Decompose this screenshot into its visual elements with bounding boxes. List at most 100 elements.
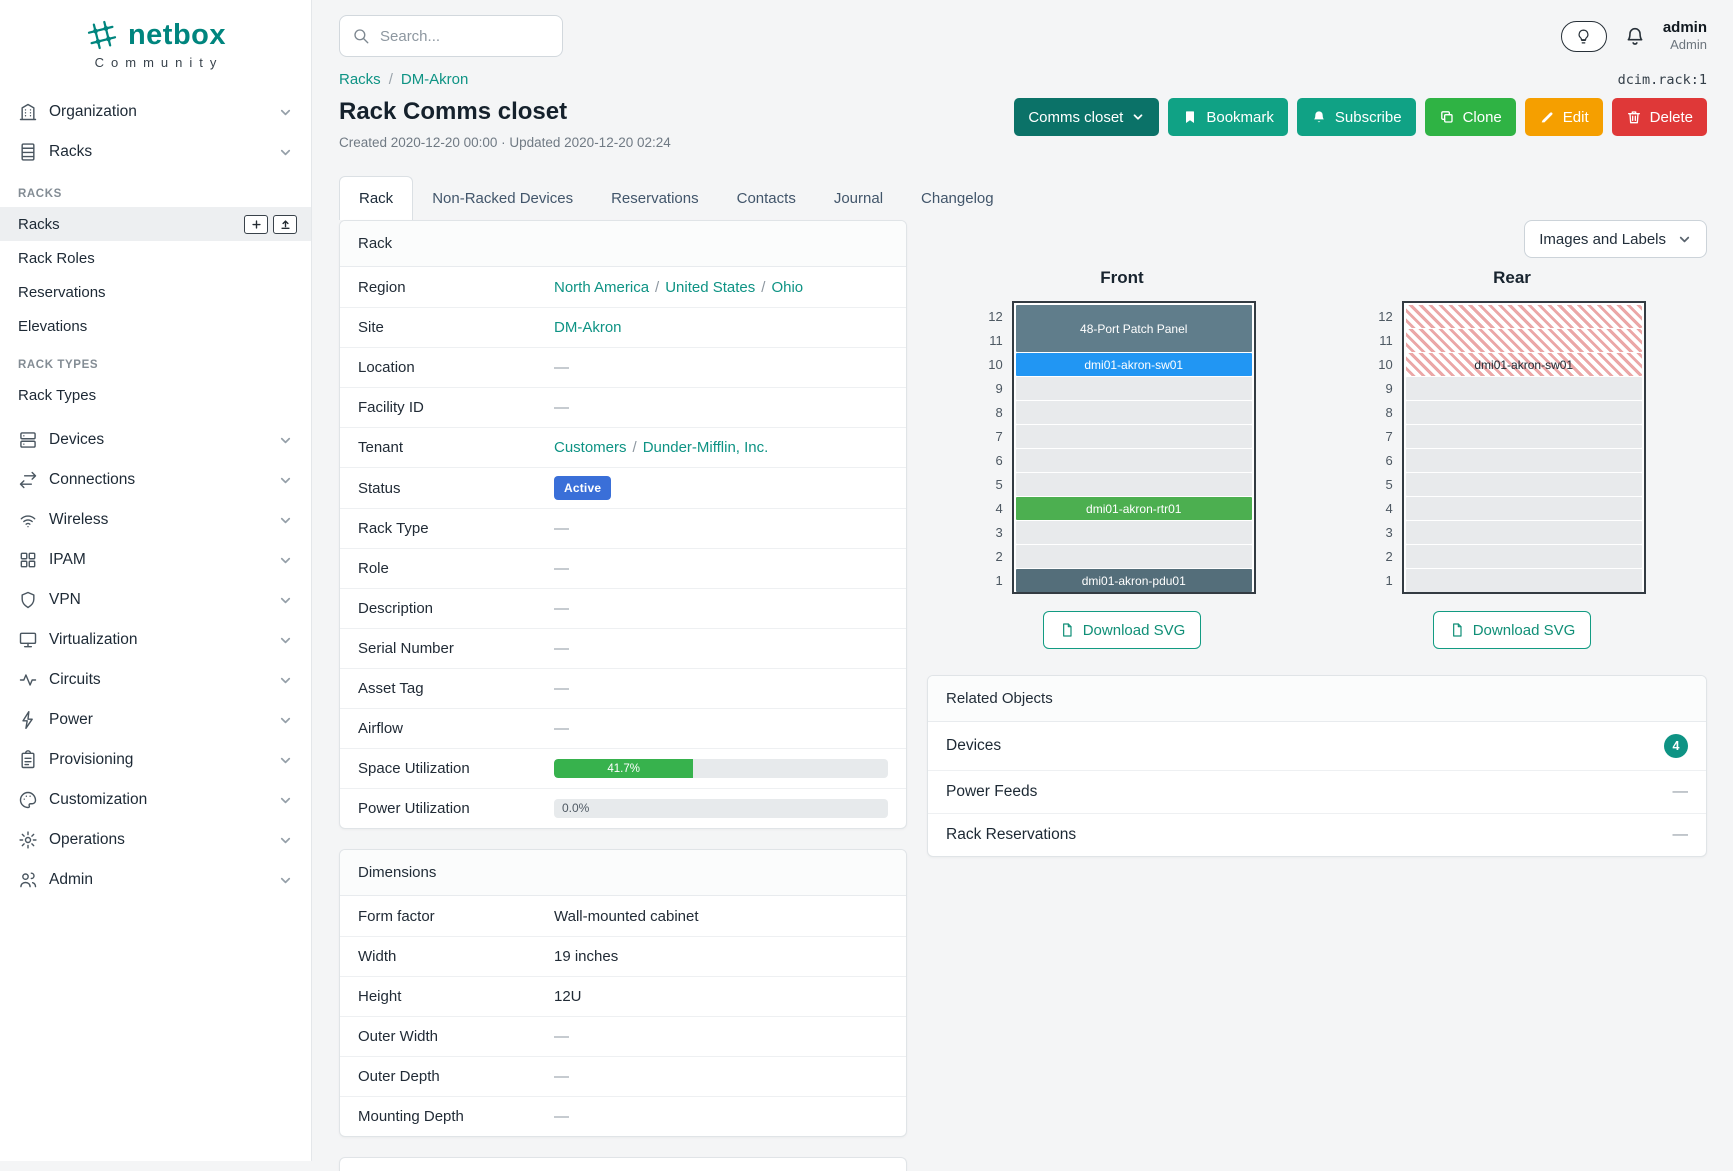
sidebar-subitem-rack-roles[interactable]: Rack Roles	[0, 241, 311, 275]
notifications-button[interactable]	[1624, 25, 1646, 47]
sidebar-subitem-racks[interactable]: Racks	[0, 207, 311, 241]
sidebar-item-vpn[interactable]: VPN	[0, 580, 311, 620]
download-svg-front-button[interactable]: Download SVG	[1042, 611, 1202, 649]
delete-button[interactable]: Delete	[1611, 98, 1707, 136]
related-row-rack-reservations[interactable]: Rack Reservations —	[928, 813, 1706, 856]
sidebar-item-label: IPAM	[49, 551, 86, 568]
breadcrumb-link-site[interactable]: DM-Akron	[400, 71, 469, 88]
site-link[interactable]: DM-Akron	[554, 319, 622, 336]
clipboard-icon	[21, 750, 35, 769]
sidebar-item-circuits[interactable]: Circuits	[0, 660, 311, 700]
main-area: admin Admin Racks / DM-Akron dcim.rack:1…	[313, 0, 1733, 1171]
attr-row-airflow: Airflow —	[340, 708, 906, 748]
sidebar-item-connections[interactable]: Connections	[0, 460, 311, 500]
region-link[interactable]: United States	[665, 278, 756, 296]
sidebar-item-racks[interactable]: Racks	[0, 132, 311, 172]
sidebar-item-operations[interactable]: Operations	[0, 820, 311, 860]
unit-numbers: 12 11 10 9 8 7 6 5 4 3 2 1	[1378, 301, 1401, 594]
rack-unit-empty[interactable]	[1015, 377, 1252, 400]
breadcrumb-link-racks[interactable]: Racks	[339, 71, 381, 88]
rack-unit-empty[interactable]	[1015, 449, 1252, 472]
rack-device-patch-panel[interactable]: 48-Port Patch Panel	[1015, 305, 1252, 352]
rack-unit-empty[interactable]	[1405, 473, 1642, 496]
plus-icon	[251, 219, 261, 229]
rack-unit-empty[interactable]	[1405, 377, 1642, 400]
sidebar-item-label: Racks	[49, 143, 93, 160]
unit-number: 7	[995, 429, 1003, 444]
rack-unit-empty[interactable]	[1405, 449, 1642, 472]
action-buttons: Comms closet Bookmark Subscribe Clone Ed…	[1014, 98, 1707, 136]
elevation-display-select[interactable]: Images and Labels	[1524, 220, 1707, 258]
tab-changelog[interactable]: Changelog	[921, 189, 994, 207]
clone-button[interactable]: Clone	[1424, 98, 1516, 136]
rack-unit-empty[interactable]	[1015, 401, 1252, 424]
edit-button[interactable]: Edit	[1524, 98, 1603, 136]
tenant-link[interactable]: Dunder-Mifflin, Inc.	[642, 439, 769, 456]
unit-number: 1	[995, 573, 1003, 588]
sidebar-section-header-racks: RACKS	[18, 188, 62, 200]
search-icon	[354, 29, 369, 44]
sidebar-subitem-reservations[interactable]: Reservations	[0, 275, 311, 309]
sidebar-item-admin[interactable]: Admin	[0, 860, 311, 900]
tab-reservations[interactable]: Reservations	[611, 189, 699, 207]
user-menu[interactable]: admin Admin	[1663, 19, 1707, 53]
netbox-logo-icon	[87, 20, 117, 50]
sidebar-subitem-rack-types[interactable]: Rack Types	[0, 378, 311, 412]
rack-unit-empty[interactable]	[1405, 497, 1642, 520]
sidebar-item-wireless[interactable]: Wireless	[0, 500, 311, 540]
unit-number: 8	[995, 405, 1003, 420]
download-svg-rear-button[interactable]: Download SVG	[1432, 611, 1592, 649]
config-context-dropdown[interactable]: Comms closet	[1014, 98, 1160, 136]
rack-device-router[interactable]: dmi01-akron-rtr01	[1015, 497, 1252, 520]
rack-unit-empty[interactable]	[1405, 521, 1642, 544]
sidebar-item-virtualization[interactable]: Virtualization	[0, 620, 311, 660]
theme-toggle-button[interactable]	[1560, 20, 1607, 52]
rear-rack-diagram: dmi01-akron-sw01	[1401, 301, 1646, 594]
rack-unit-empty[interactable]	[1405, 569, 1642, 592]
add-rack-button[interactable]	[244, 214, 268, 234]
tab-contacts[interactable]: Contacts	[736, 189, 796, 207]
netbox-logo[interactable]: netbox	[0, 0, 311, 52]
breadcrumb: Racks / DM-Akron	[339, 71, 468, 88]
global-search[interactable]	[339, 15, 563, 57]
right-column: Images and Labels Front 12 11 10 9 8 7	[927, 220, 1707, 857]
related-row-devices[interactable]: Devices 4	[928, 722, 1706, 770]
sidebar-item-label: Organization	[49, 103, 137, 120]
rack-unit-empty[interactable]	[1015, 473, 1252, 496]
sidebar-item-organization[interactable]: Organization	[0, 92, 311, 132]
rack-unit-empty[interactable]	[1015, 545, 1252, 568]
chevron-down-icon	[1133, 114, 1143, 120]
rack-unit-empty[interactable]	[1405, 401, 1642, 424]
related-row-power-feeds[interactable]: Power Feeds —	[928, 770, 1706, 813]
sidebar-item-provisioning[interactable]: Provisioning	[0, 740, 311, 780]
tab-non-racked-devices[interactable]: Non-Racked Devices	[432, 189, 574, 207]
tab-rack[interactable]: Rack	[339, 176, 414, 220]
rack-device-switch[interactable]: dmi01-akron-sw01	[1015, 353, 1252, 376]
rack-card: Rack Region North America / United State…	[339, 220, 907, 829]
rack-unit-empty[interactable]	[1015, 521, 1252, 544]
tenant-group-link[interactable]: Customers	[554, 439, 627, 456]
sidebar-item-power[interactable]: Power	[0, 700, 311, 740]
import-racks-button[interactable]	[273, 214, 297, 234]
sidebar-subitem-elevations[interactable]: Elevations	[0, 309, 311, 343]
tab-journal[interactable]: Journal	[833, 189, 884, 207]
sidebar-section-header-rack-types: RACK TYPES	[18, 359, 99, 371]
rack-unit-empty[interactable]	[1405, 545, 1642, 568]
region-link[interactable]: Ohio	[771, 278, 804, 296]
sidebar-item-ipam[interactable]: IPAM	[0, 540, 311, 580]
page-header: Rack Comms closet Created 2020-12-20 00:…	[339, 98, 1707, 150]
subscribe-button[interactable]: Subscribe	[1296, 98, 1416, 136]
sidebar-item-customization[interactable]: Customization	[0, 780, 311, 820]
region-link[interactable]: North America	[554, 278, 650, 296]
rack-device-pdu[interactable]: dmi01-akron-pdu01	[1015, 569, 1252, 592]
rack-unit-empty[interactable]	[1405, 425, 1642, 448]
search-input[interactable]	[339, 15, 563, 57]
rack-device-switch-rear[interactable]: dmi01-akron-sw01	[1405, 353, 1642, 376]
bookmark-button[interactable]: Bookmark	[1168, 98, 1288, 136]
sidebar-item-label: Customization	[49, 791, 148, 808]
sidebar-subitem-label: Rack Types	[18, 386, 97, 404]
unit-number: 3	[1385, 525, 1393, 540]
rack-unit-empty[interactable]	[1015, 425, 1252, 448]
sidebar-item-devices[interactable]: Devices	[0, 420, 311, 460]
page-title: Rack Comms closet	[339, 98, 568, 125]
